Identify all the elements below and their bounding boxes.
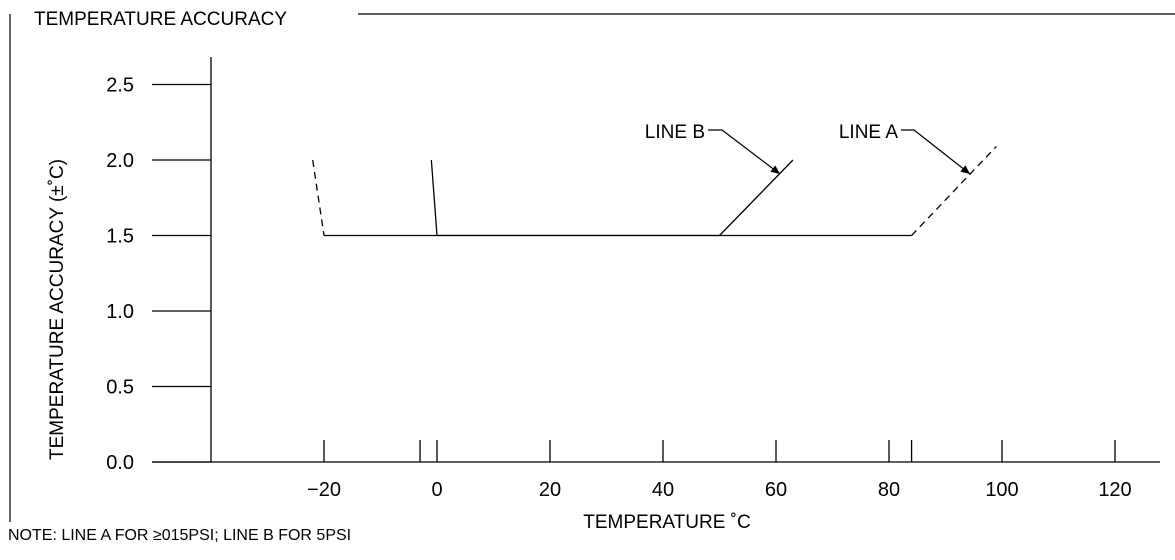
y-axis-label: TEMPERATURE ACCURACY (±˚C) [47,159,68,460]
x-tick-label: 60 [765,479,787,501]
x-tick-label: 0 [431,479,442,501]
annotation-arrowhead [960,165,970,174]
annotation-line-b: LINE B [645,122,705,143]
series-line-b-segment [719,159,794,236]
x-tick-label: 80 [878,479,900,501]
annotation-leader [708,129,781,175]
y-tick-label: 2.0 [106,150,134,172]
y-tick-label: 0.0 [106,452,134,474]
annotation-leader [901,129,971,175]
x-tick-label: 20 [539,479,561,501]
x-tick-label: 40 [652,479,674,501]
chart-note: NOTE: LINE A FOR ≥015PSI; LINE B FOR 5PS… [8,527,352,544]
x-tick-label: −20 [307,479,341,501]
series-line-a-segment [911,145,997,236]
annotation-line-a: LINE A [839,122,898,143]
x-axis-label: TEMPERATURE ˚C [583,512,750,533]
series-group [312,145,997,237]
y-tick-label: 1.5 [106,226,134,248]
x-tick-label: 120 [1098,479,1131,501]
chart-title: TEMPERATURE ACCURACY [34,9,287,30]
series-line-b-segment [430,159,438,236]
x-tick-label: 100 [985,479,1018,501]
tick-group: 0.0 0.5 1.0 1.5 2.0 2.5 −20 0 20 40 60 80 100 120 [106,75,1132,502]
y-tick-label: 2.5 [106,75,134,97]
y-tick-label: 1.0 [106,301,134,323]
y-tick-label: 0.5 [106,377,134,399]
annotation-arrowhead [770,165,780,174]
annotation-group: LINE B LINE A [645,122,971,175]
series-line-a-segment [312,159,325,236]
